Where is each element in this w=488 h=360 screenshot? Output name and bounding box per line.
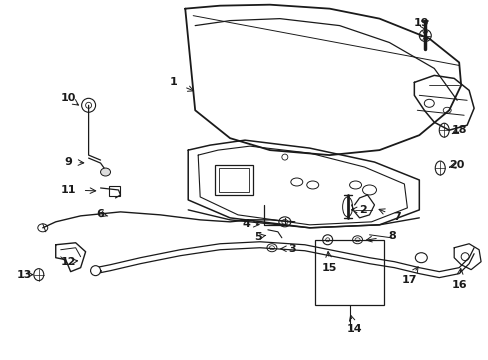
Text: 19: 19: [413, 18, 428, 28]
Text: 7: 7: [393, 212, 401, 222]
Text: 1: 1: [169, 77, 177, 87]
Text: 11: 11: [61, 185, 76, 195]
Text: 20: 20: [448, 160, 464, 170]
Ellipse shape: [101, 168, 110, 176]
Text: 15: 15: [321, 263, 337, 273]
Text: 17: 17: [401, 275, 416, 285]
Text: 3: 3: [287, 244, 295, 254]
Text: 16: 16: [450, 280, 466, 289]
Text: 4: 4: [242, 219, 249, 229]
Text: 5: 5: [254, 232, 261, 242]
Text: 10: 10: [61, 93, 76, 103]
Text: 18: 18: [450, 125, 466, 135]
Bar: [219, 168, 248, 192]
Bar: [108, 186, 120, 196]
Bar: [314, 240, 384, 305]
Text: 2: 2: [358, 205, 366, 215]
Text: 6: 6: [97, 209, 104, 219]
Text: 12: 12: [61, 257, 76, 267]
Text: 9: 9: [64, 157, 73, 167]
Text: 8: 8: [388, 231, 395, 241]
Text: 13: 13: [17, 270, 33, 280]
Ellipse shape: [90, 266, 101, 276]
Text: 14: 14: [346, 324, 362, 334]
Bar: [215, 165, 252, 195]
